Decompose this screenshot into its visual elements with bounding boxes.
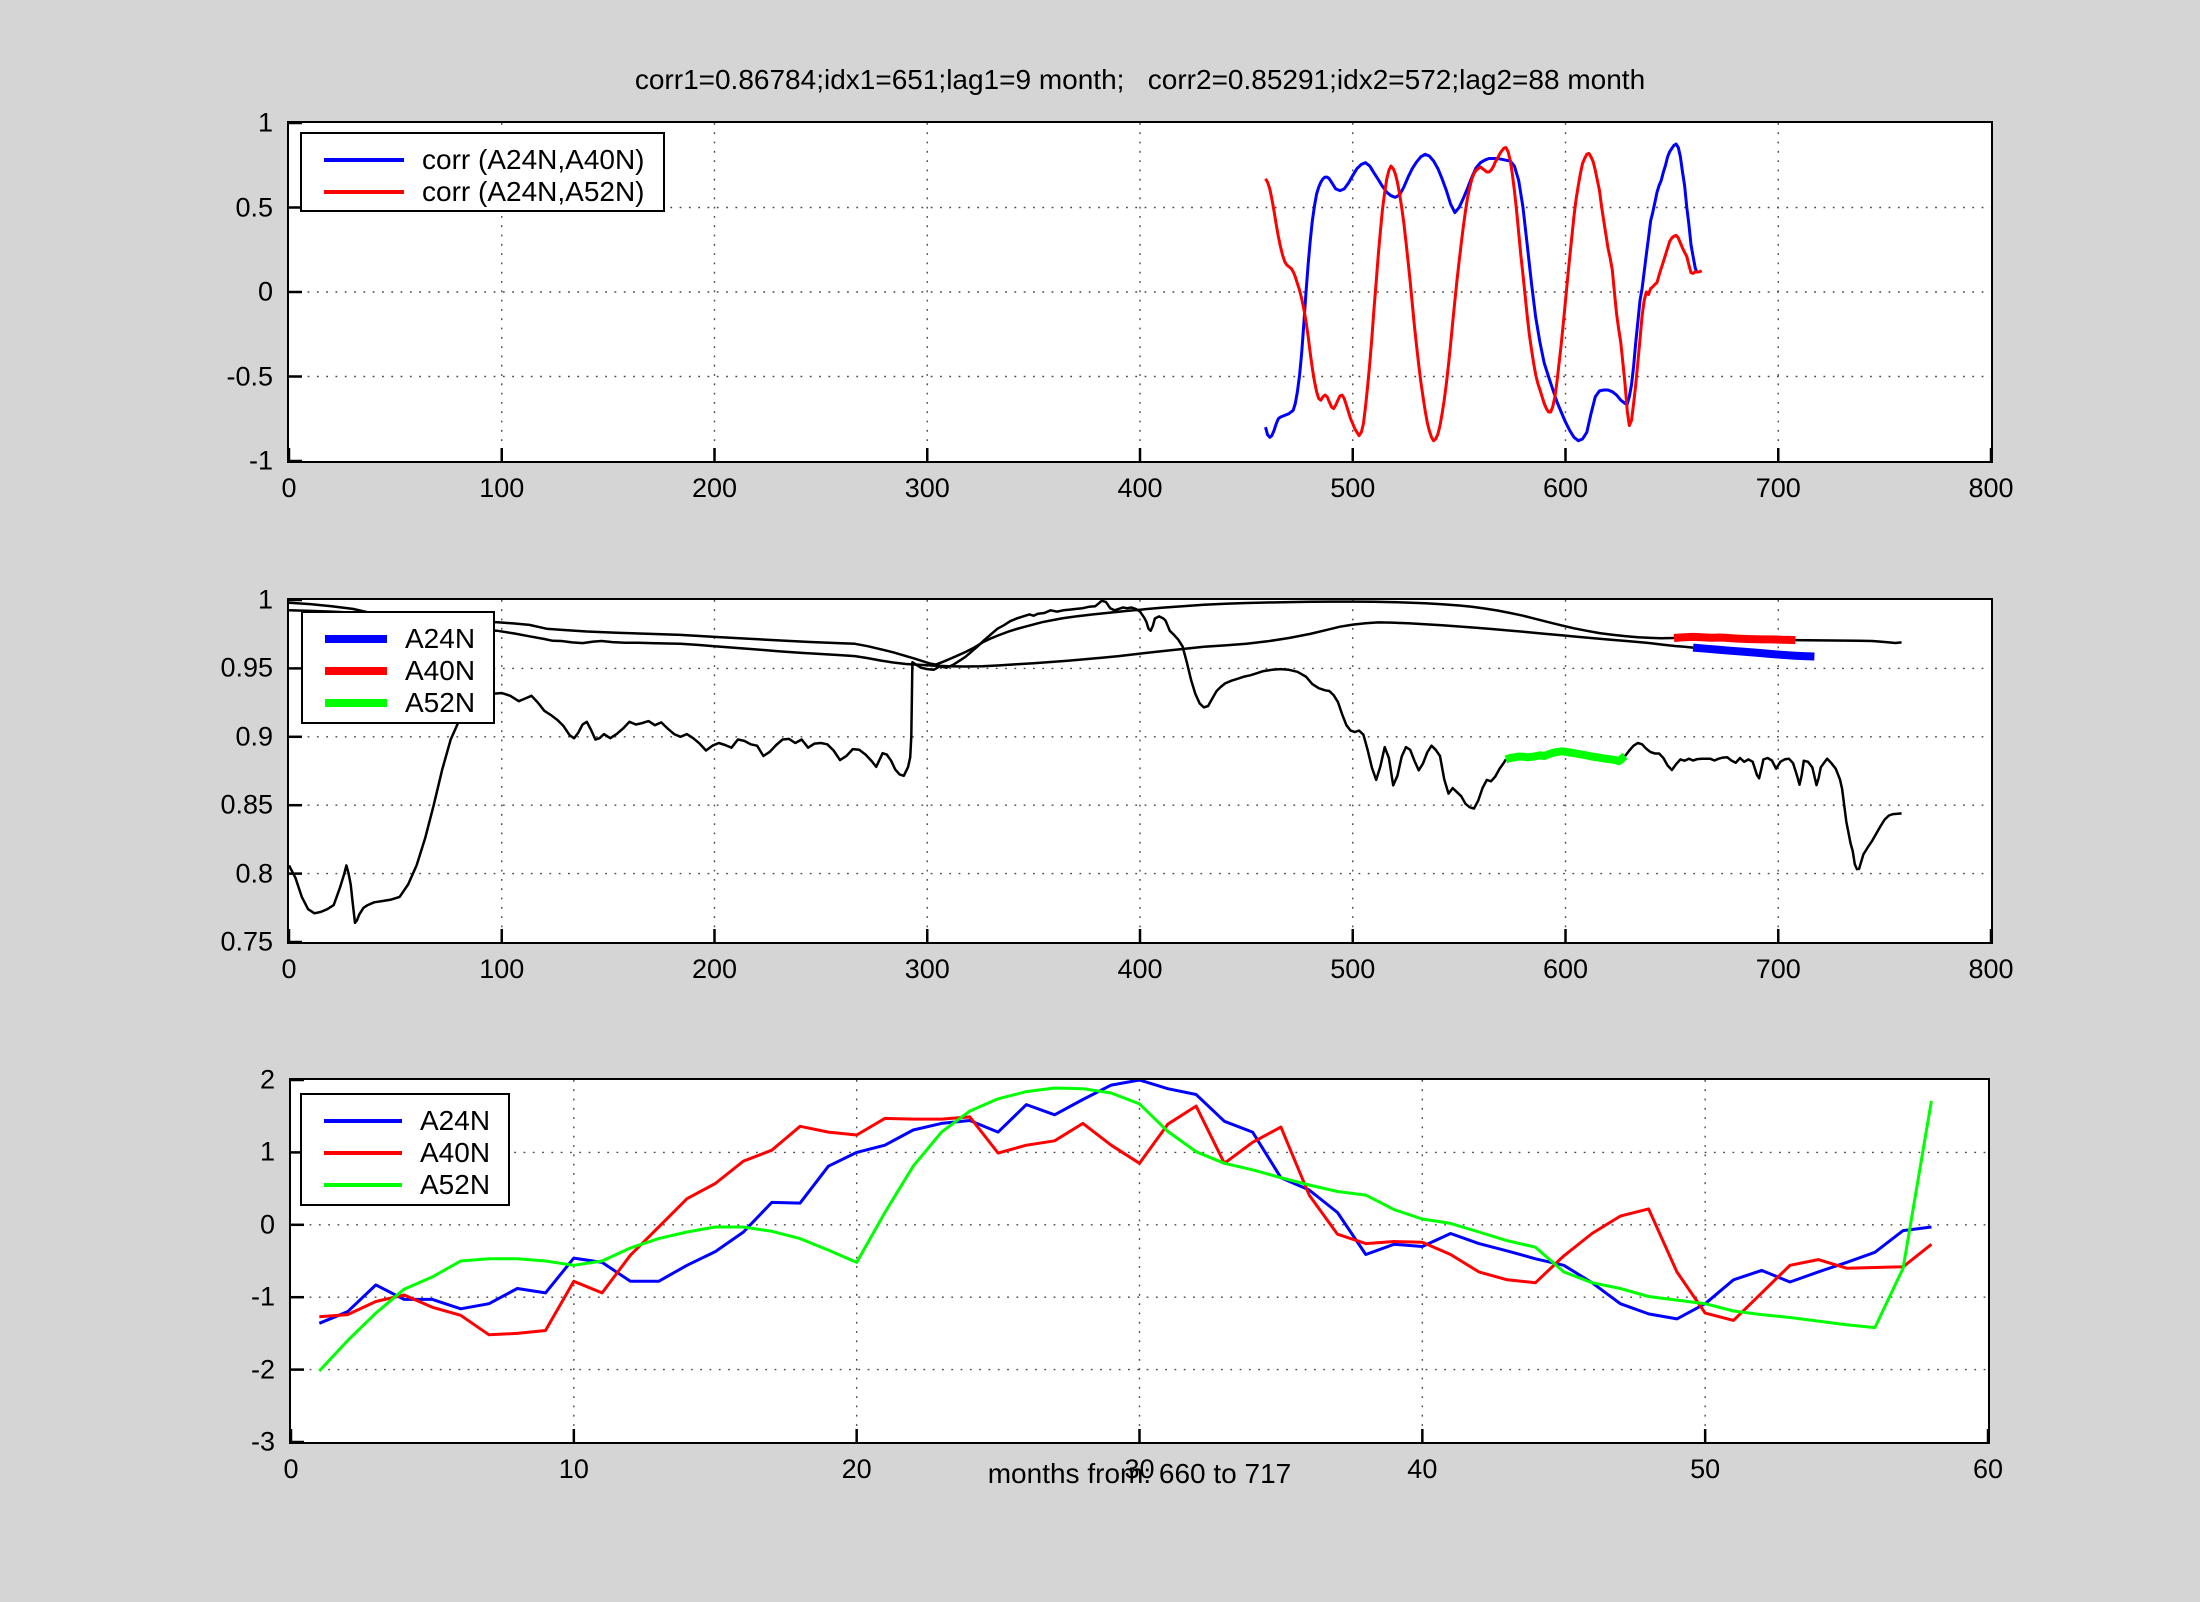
bottom-x-tick-label: 50 (1690, 1454, 1721, 1484)
middle-y-tick-label: 1 (257, 584, 273, 615)
middle-x-tick-label: 0 (281, 954, 297, 984)
legend-label: A40N (420, 1137, 491, 1168)
legend-label: A24N (420, 1105, 491, 1136)
bottom-x-tick-label: 30 (1124, 1454, 1155, 1484)
middle-x-tick-label: 200 (691, 954, 738, 984)
legend-line-sample (324, 158, 404, 162)
legend-label: A52N (420, 1169, 491, 1200)
bottom-y-tick-label: 0 (259, 1209, 275, 1240)
legend-line-sample (325, 699, 387, 707)
bottom-xlabel: months from: 660 to 717 (987, 1458, 1292, 1489)
series-corr (A24N,A40N) (1264, 142, 1698, 443)
bottom-x-tick-label: 20 (841, 1454, 872, 1484)
legend-label: corr (A24N,A40N) (422, 144, 645, 175)
bottom-months-plot (289, 1078, 1990, 1444)
top-y-tick-label: 0 (257, 276, 273, 307)
top-x-tick-label: 700 (1755, 473, 1801, 503)
bottom-x-tick-label: 40 (1407, 1454, 1438, 1484)
legend-label: corr (A24N,A52N) (422, 176, 645, 207)
legend-line-sample (324, 1119, 402, 1123)
legend-entry-corr-a24n-a40n-: corr (A24N,A40N) (324, 144, 645, 176)
bottom-y-tick-label: 2 (259, 1064, 275, 1095)
series-A52N-tail (1624, 741, 1902, 871)
legend-entry-a24n: A24N (325, 623, 475, 655)
middle-x-tick-label: 800 (1968, 954, 2014, 984)
middle-y-tick-label: 0.85 (220, 789, 273, 820)
bottom-y-tick-label: -3 (250, 1426, 275, 1457)
top-x-tick-label: 200 (691, 473, 738, 503)
bottom-plot-canvas (291, 1080, 1988, 1442)
middle-legend: A24N A40N A52N (301, 611, 496, 724)
series-A40N-highlight (1673, 632, 1796, 645)
top-x-tick-label: 300 (904, 473, 950, 503)
top-x-tick-label: 400 (1117, 473, 1163, 503)
series-A52N (318, 1086, 1933, 1373)
legend-line-sample (324, 1151, 402, 1155)
legend-label: A52N (405, 687, 476, 718)
series-A40N (319, 1104, 1933, 1337)
legend-entry-a40n: A40N (324, 1137, 490, 1169)
top-y-tick-label: 1 (257, 107, 273, 138)
legend-line-sample (324, 190, 404, 194)
legend-label: A24N (405, 623, 476, 654)
middle-x-tick-label: 300 (904, 954, 950, 984)
series-A24N (289, 601, 1694, 668)
middle-series-plot (287, 598, 1993, 944)
bottom-y-tick-label: 1 (259, 1136, 275, 1167)
top-y-tick-label: -0.5 (226, 361, 273, 391)
top-x-tick-label: 0 (281, 473, 297, 503)
middle-y-tick-label: 0.9 (235, 721, 273, 752)
legend-line-sample (324, 1183, 402, 1187)
legend-label: A40N (405, 655, 476, 686)
legend-entry-a52n: A52N (324, 1169, 490, 1201)
legend-entry-a40n: A40N (325, 655, 475, 687)
series-A52N-highlight (1504, 747, 1628, 766)
middle-x-tick-label: 100 (479, 954, 525, 984)
top-x-tick-label: 600 (1542, 473, 1589, 503)
series-A24N-highlight (1692, 643, 1815, 661)
bottom-y-tick-label: -2 (250, 1354, 275, 1385)
legend-line-sample (325, 667, 387, 675)
middle-plot-canvas (289, 600, 1991, 942)
series-A24N (318, 1080, 1932, 1325)
bottom-x-tick-label: 60 (1972, 1454, 2004, 1484)
top-y-tick-label: 0.5 (235, 192, 273, 222)
top-x-tick-label: 500 (1330, 473, 1376, 503)
middle-y-tick-label: 0.95 (220, 652, 273, 683)
middle-x-tick-label: 400 (1117, 954, 1163, 984)
top-x-tick-label: 100 (479, 473, 525, 503)
top-legend: corr (A24N,A40N) corr (A24N,A52N) (300, 132, 665, 212)
bottom-y-tick-label: -1 (250, 1281, 275, 1312)
bottom-x-tick-label: 0 (283, 1454, 299, 1484)
middle-x-tick-label: 500 (1330, 954, 1376, 984)
middle-y-tick-label: 0.75 (220, 926, 273, 957)
bottom-legend: A24N A40N A52N (300, 1093, 511, 1206)
top-y-tick-label: -1 (248, 445, 273, 476)
series-A40N (289, 600, 1675, 666)
legend-entry-a24n: A24N (324, 1105, 490, 1137)
legend-entry-corr-a24n-a52n-: corr (A24N,A52N) (324, 176, 645, 208)
series-A40N-tail (1795, 638, 1902, 645)
series-A52N (289, 600, 1507, 925)
series-corr (A24N,A52N) (1264, 146, 1703, 443)
middle-y-tick-label: 0.8 (235, 858, 273, 889)
figure-title: corr1=0.86784;idx1=651;lag1=9 month; cor… (634, 64, 1646, 95)
legend-line-sample (325, 635, 387, 643)
bottom-x-tick-label: 10 (558, 1454, 589, 1484)
legend-entry-a52n: A52N (325, 687, 475, 719)
top-x-tick-label: 800 (1968, 473, 2014, 503)
middle-x-tick-label: 700 (1755, 954, 1801, 984)
middle-x-tick-label: 600 (1542, 954, 1589, 984)
